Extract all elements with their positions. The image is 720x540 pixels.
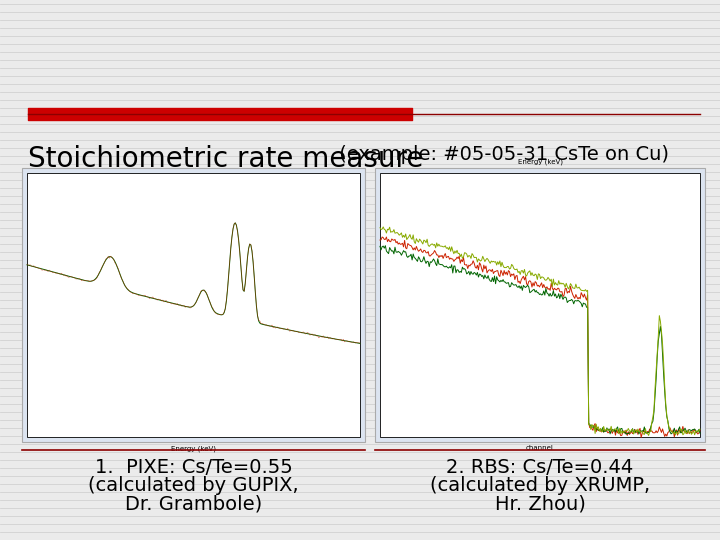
Bar [22,168,365,442]
Text: 2. RBS: Cs/Te=0.44: 2. RBS: Cs/Te=0.44 [446,458,634,477]
Text: Energy (keV): Energy (keV) [171,445,216,451]
Text: Dr. Grambole): Dr. Grambole) [125,494,262,513]
Bar [380,173,700,437]
Text: Energy (keV): Energy (keV) [518,159,562,165]
Text: 1.  PIXE: Cs/Te=0.55: 1. PIXE: Cs/Te=0.55 [94,458,292,477]
Bar [375,168,705,442]
Text: channel: channel [526,445,554,451]
Text: Stoichiometric rate measure: Stoichiometric rate measure [28,145,423,173]
Text: (example: #05-05-31 CsTe on Cu): (example: #05-05-31 CsTe on Cu) [333,145,669,164]
Text: Hr. Zhou): Hr. Zhou) [495,494,585,513]
Bar [27,173,360,437]
Text: (calculated by XRUMP,: (calculated by XRUMP, [430,476,650,495]
Text: (calculated by GUPIX,: (calculated by GUPIX, [88,476,299,495]
